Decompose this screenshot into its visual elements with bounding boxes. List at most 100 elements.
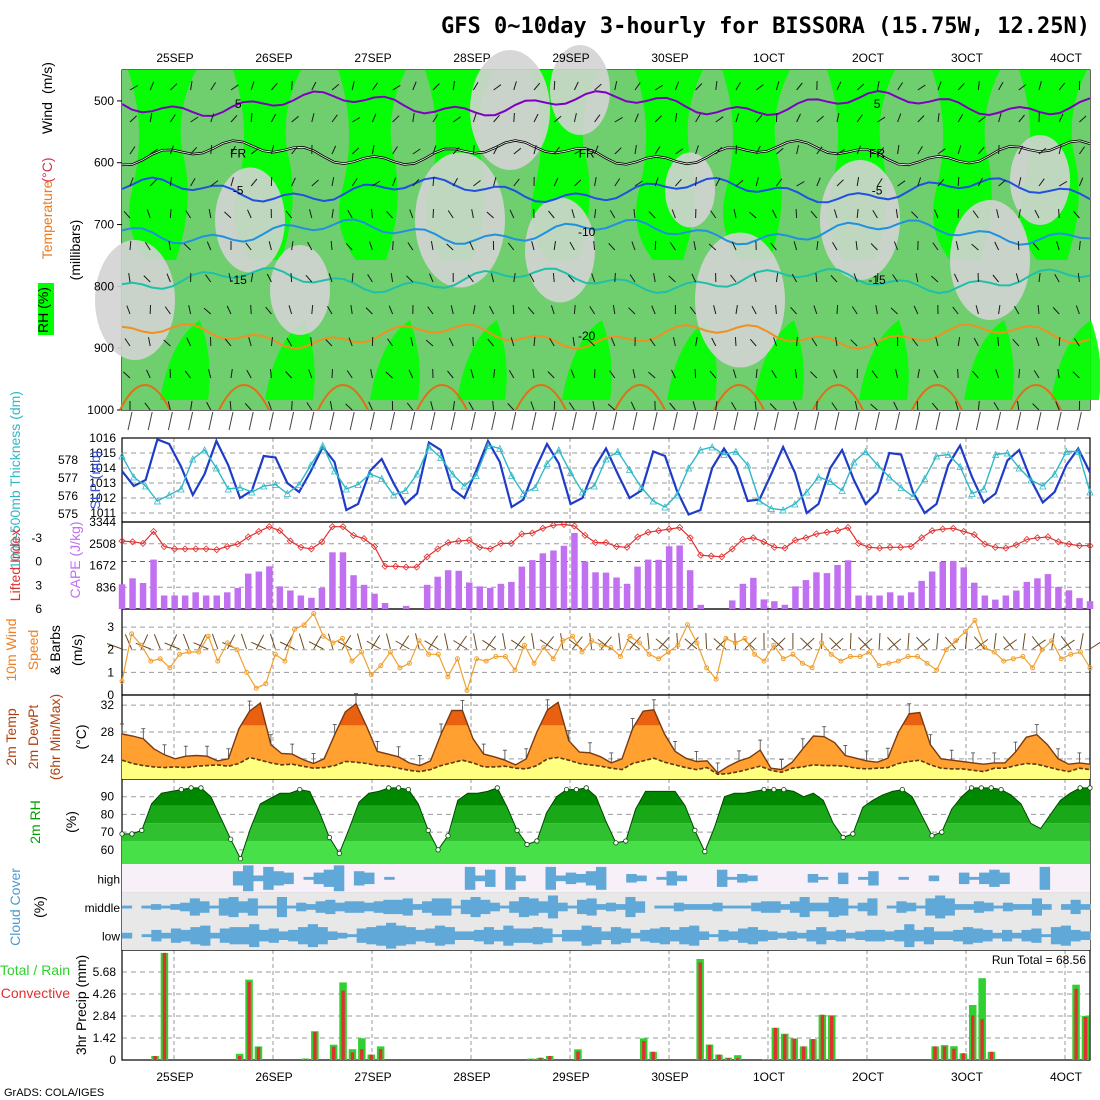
cape-axis-label: CAPE (J/kg): [67, 521, 83, 598]
thickness-marker: [531, 483, 539, 491]
y-tick-label: 1.42: [93, 1031, 117, 1045]
cloud-cell-middle: [509, 901, 520, 913]
cape-bar: [444, 570, 452, 609]
cape-bar: [897, 595, 904, 609]
surface-barb: [592, 411, 598, 431]
wind-barb: [731, 401, 737, 411]
lifted-index-marker: [276, 527, 284, 535]
cloud-cell-low: [816, 927, 827, 945]
rh-marker: [771, 786, 777, 793]
wind-barb-10m: [964, 633, 968, 650]
thickness-marker: [578, 488, 587, 496]
wind-barb: [144, 402, 151, 411]
cape-bar: [213, 595, 220, 609]
wind-barb: [669, 402, 676, 411]
wind-barb: [574, 179, 582, 187]
wind-barb: [892, 274, 899, 283]
cloud-cell-middle: [606, 902, 617, 912]
wind-barb: [268, 401, 272, 411]
wind-barb: [769, 403, 777, 411]
cloud-cell-low: [972, 928, 983, 943]
lifted-index-marker: [434, 545, 442, 553]
cloud-cell-high: [283, 872, 294, 885]
wind-barb: [450, 305, 454, 315]
wind-barb-10m: [705, 632, 708, 650]
wind-barb: [957, 368, 959, 379]
lifted-index-marker: [697, 551, 705, 559]
surface-barb: [127, 411, 133, 431]
warm-contour: [614, 384, 666, 411]
wind-barb: [734, 336, 737, 347]
surface-barb: [329, 411, 335, 431]
wind-barb: [306, 402, 313, 411]
thickness-marker: [543, 459, 551, 467]
day-label-top: 4OCT: [1050, 51, 1083, 65]
wind-barb: [689, 306, 696, 315]
thickness-marker: [519, 489, 528, 497]
wind-barb: [406, 402, 414, 411]
wind-barb: [994, 241, 1000, 251]
cloud-cell-middle: [954, 904, 965, 910]
thickness-marker: [862, 447, 870, 455]
rh-marker: [178, 786, 184, 793]
cloud-cell-middle: [267, 905, 278, 909]
wind-barb: [1078, 177, 1084, 187]
wind-speed-marker: [550, 656, 556, 662]
wind-speed-marker: [780, 656, 786, 662]
cloud-cell-high: [323, 869, 335, 887]
rh-dry-blob: [95, 240, 175, 360]
thickness-marker: [708, 443, 716, 451]
wind-barb: [149, 81, 155, 91]
lifted-index-marker: [192, 545, 200, 553]
lifted-index-marker: [549, 521, 557, 529]
thickness-marker: [366, 470, 374, 478]
precip-axis-label: 3hr Precip (mm): [73, 955, 89, 1055]
wind-barb-10m: [858, 637, 870, 650]
wind-barb-10m: [1031, 636, 1043, 650]
wind-barb: [553, 80, 556, 91]
wind-barb: [371, 145, 375, 155]
cloud-cell-middle: [238, 901, 249, 913]
wind-barb: [290, 272, 293, 283]
cloud-cell-middle: [141, 905, 152, 909]
wind-barb: [1038, 81, 1042, 91]
cloud-cell-low: [747, 927, 758, 945]
precip-convective-bar: [256, 1047, 261, 1060]
cloud-cell-middle: [431, 898, 442, 916]
cape-bar: [623, 583, 631, 609]
precip-convective-bar: [369, 1054, 373, 1060]
y-tick-label: 500: [94, 94, 114, 108]
wind-speed-marker: [924, 660, 930, 666]
cape-bar: [971, 582, 978, 609]
lifted-index-marker: [728, 545, 736, 553]
y-tick-label: 1011: [90, 506, 116, 520]
thickness-marker: [744, 461, 752, 469]
cloud-cell-low: [698, 931, 710, 940]
wind-barb: [486, 211, 494, 219]
wind-barb: [553, 241, 556, 251]
temp-line: [121, 701, 1091, 774]
y-tick-label: 1672: [89, 559, 116, 573]
wind-barb: [492, 400, 495, 411]
wind-barb: [594, 177, 597, 187]
wind-barb: [1073, 210, 1080, 219]
cloud-cell-middle: [441, 898, 452, 916]
rh-marker: [139, 827, 145, 834]
cloud-cell-high: [727, 876, 738, 880]
wind-speed-marker: [962, 629, 968, 635]
surface-barb: [672, 411, 678, 431]
wind-barb: [1038, 147, 1047, 155]
wind-barb: [331, 83, 340, 91]
wind-barb: [755, 114, 763, 123]
thickness-marker: [295, 480, 303, 488]
cloud-cell-low: [767, 931, 778, 940]
run-total-annotation: Run Total = 68.56: [992, 953, 1087, 967]
wind-barb: [331, 368, 333, 379]
cloud-cell-middle: [596, 904, 607, 910]
cloud-cell-high: [716, 869, 728, 887]
lifted-index-marker: [833, 527, 842, 535]
cloud-cell-low: [591, 927, 602, 945]
cloud-cell-high: [565, 872, 577, 885]
wind-barb-10m: [198, 634, 207, 650]
y-tick-label: 0: [107, 688, 114, 702]
